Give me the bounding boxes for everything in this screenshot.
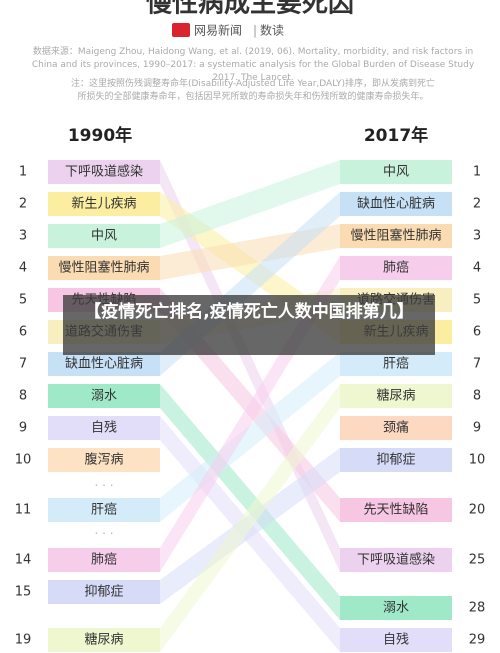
- item-label: 慢性阻塞性肺病: [58, 260, 149, 276]
- brand: 数读: [260, 23, 284, 38]
- rank: 10: [15, 453, 32, 468]
- item-box: [48, 160, 160, 184]
- item-label: 自残: [91, 421, 117, 436]
- item-box: [340, 192, 452, 216]
- item-label: 糖尿病: [84, 632, 123, 648]
- item-box: [48, 548, 160, 572]
- item-box: [48, 448, 160, 472]
- item-box: [340, 256, 452, 280]
- item-label: 肺癌: [383, 260, 409, 276]
- item-box: [340, 448, 452, 472]
- item-label: 中风: [383, 165, 409, 180]
- source: 数据来源：Maigeng Zhou, Haidong Wang, et al. …: [31, 47, 475, 83]
- rank: 8: [473, 389, 481, 404]
- item-box: [340, 596, 452, 620]
- item-box: [340, 352, 452, 376]
- logo-icon: [172, 23, 190, 37]
- item-box: [48, 498, 160, 522]
- rank: 3: [19, 229, 27, 244]
- item-box: [340, 498, 452, 522]
- separator: |: [253, 24, 257, 38]
- item-label: 缺血性心脏病: [65, 357, 143, 372]
- rank: 25: [469, 553, 486, 568]
- rank: 9: [473, 421, 481, 436]
- item-box: [48, 580, 160, 604]
- link: [160, 160, 340, 248]
- link: [160, 384, 340, 652]
- rank: 1: [473, 165, 481, 180]
- rank: 6: [19, 325, 27, 340]
- item-box: [340, 416, 452, 440]
- rank: 1: [19, 165, 27, 180]
- logo: 网易新闻: [194, 23, 242, 38]
- note: 所损失的全部健康寿命年，包括因早死所致的寿命损失年和伤残所致的健康寿命损失年。: [77, 92, 429, 102]
- overlay-caption: 【疫情死亡排名,疫情死亡人数中国排第几】: [63, 295, 435, 355]
- item-label: 抑郁症: [84, 585, 123, 600]
- year-left: 1990年: [68, 125, 132, 146]
- item-label: 自残: [383, 633, 409, 648]
- item-box: [340, 160, 452, 184]
- item-box: [48, 416, 160, 440]
- item-label: 下呼吸道感染: [65, 164, 143, 180]
- rank: 10: [469, 453, 486, 468]
- item-box: [48, 628, 160, 652]
- rank: 20: [469, 503, 486, 518]
- rank: 29: [469, 633, 486, 648]
- item-label: 肝癌: [91, 502, 117, 518]
- rank: 4: [19, 261, 27, 276]
- item-box: [48, 192, 160, 216]
- rank: 2: [19, 197, 27, 212]
- rank: 15: [15, 585, 32, 600]
- rank: 6: [473, 325, 481, 340]
- item-box: [340, 384, 452, 408]
- item-label: 肝癌: [383, 356, 409, 372]
- item-box: [340, 548, 452, 572]
- rank: 5: [19, 293, 27, 308]
- item-label: 缺血性心脏病: [357, 197, 435, 212]
- links: [160, 160, 340, 652]
- rank: 14: [15, 553, 32, 568]
- rank: 3: [473, 229, 481, 244]
- item-label: 先天性缺陷: [363, 503, 428, 518]
- rank: 5: [473, 293, 481, 308]
- year-right: 2017年: [364, 125, 428, 146]
- note: 注：这里按照伤残调整寿命年(Disability-Adjusted Life Y…: [70, 79, 436, 89]
- rank: 9: [19, 421, 27, 436]
- item-label: 颈痛: [383, 420, 409, 436]
- rank: 2: [473, 197, 481, 212]
- item-label: 抑郁症: [376, 453, 415, 468]
- item-label: 溺水: [383, 601, 409, 616]
- rank: 28: [469, 601, 486, 616]
- item-box: [340, 224, 452, 248]
- rank: 4: [473, 261, 481, 276]
- item-label: 腹泻病: [84, 452, 123, 468]
- item-box: [48, 256, 160, 280]
- item-label: 新生儿疾病: [71, 196, 136, 212]
- item-label: 慢性阻塞性肺病: [350, 228, 441, 244]
- rank: 11: [15, 503, 32, 518]
- item-box: [48, 384, 160, 408]
- rank: 19: [15, 633, 32, 648]
- title: 慢性病成主要死因: [146, 0, 354, 19]
- item-box: [48, 224, 160, 248]
- item-box: [340, 628, 452, 652]
- link: [160, 384, 340, 620]
- item-box: [48, 352, 160, 376]
- ellipsis: · · ·: [94, 479, 113, 493]
- rank: 7: [473, 357, 481, 372]
- rank: 8: [19, 389, 27, 404]
- item-label: 糖尿病: [376, 388, 415, 404]
- ellipsis: · · ·: [94, 527, 113, 541]
- rank: 7: [19, 357, 27, 372]
- item-label: 肺癌: [91, 552, 117, 568]
- item-label: 溺水: [91, 389, 117, 404]
- item-label: 中风: [91, 229, 117, 244]
- item-label: 下呼吸道感染: [357, 552, 435, 568]
